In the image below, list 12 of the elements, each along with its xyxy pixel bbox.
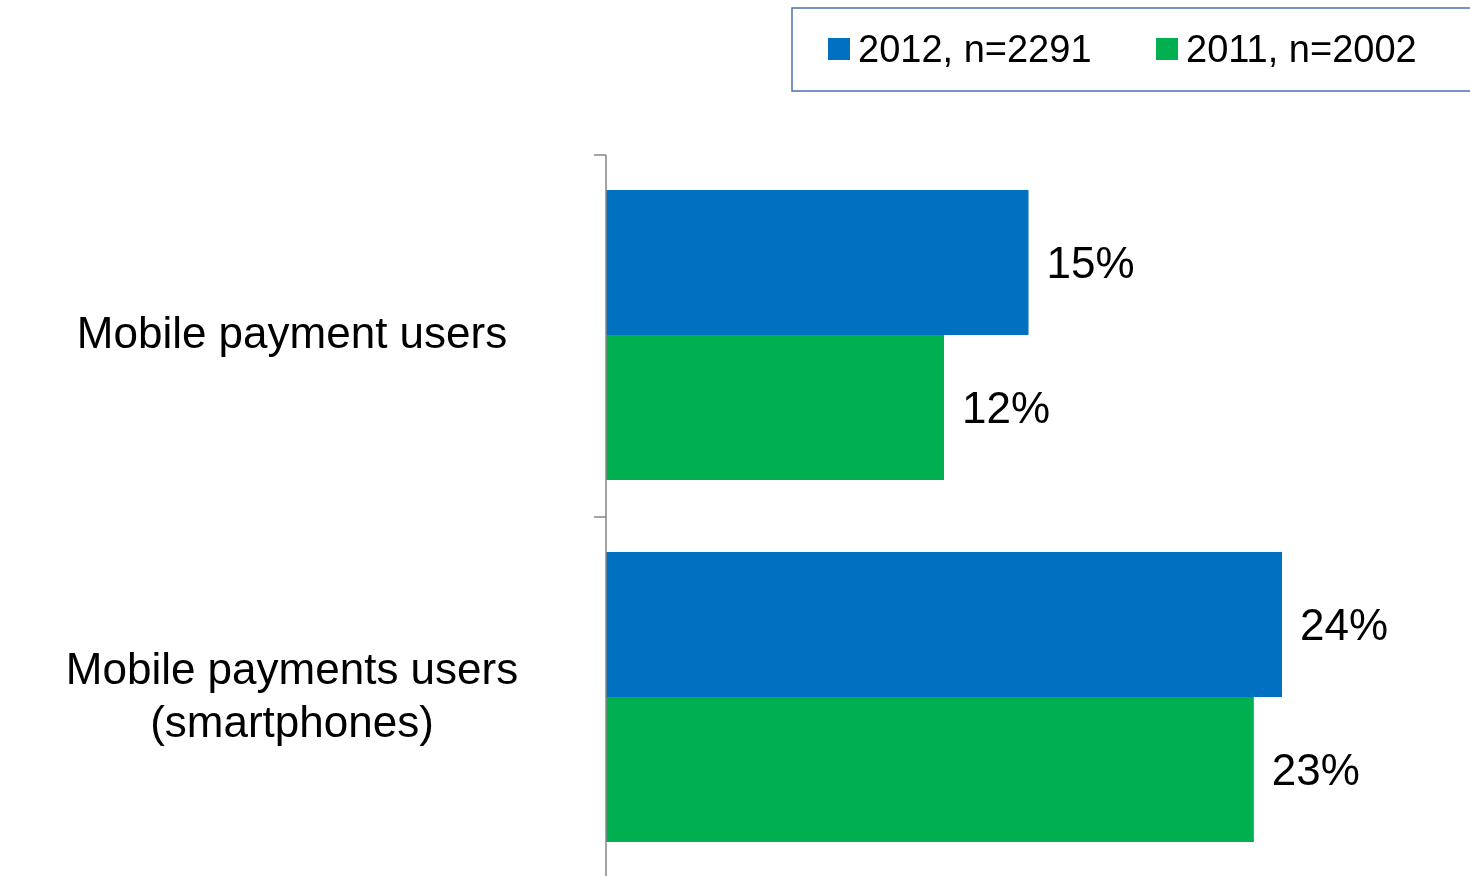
data-label: 15%: [1046, 237, 1135, 287]
data-label: 12%: [962, 382, 1051, 432]
bar: [606, 552, 1282, 697]
legend-label: 2012, n=2291: [858, 28, 1092, 71]
bar: [606, 697, 1254, 842]
data-label: 23%: [1271, 744, 1360, 794]
y-tick-label: Mobile payment users: [76, 308, 508, 358]
bar: [606, 190, 1029, 335]
data-label: 24%: [1300, 599, 1389, 649]
legend-label: 2011, n=2002: [1186, 28, 1417, 71]
y-tick-label: Mobile payments users (smartphones): [65, 644, 519, 746]
bar: [606, 335, 944, 480]
